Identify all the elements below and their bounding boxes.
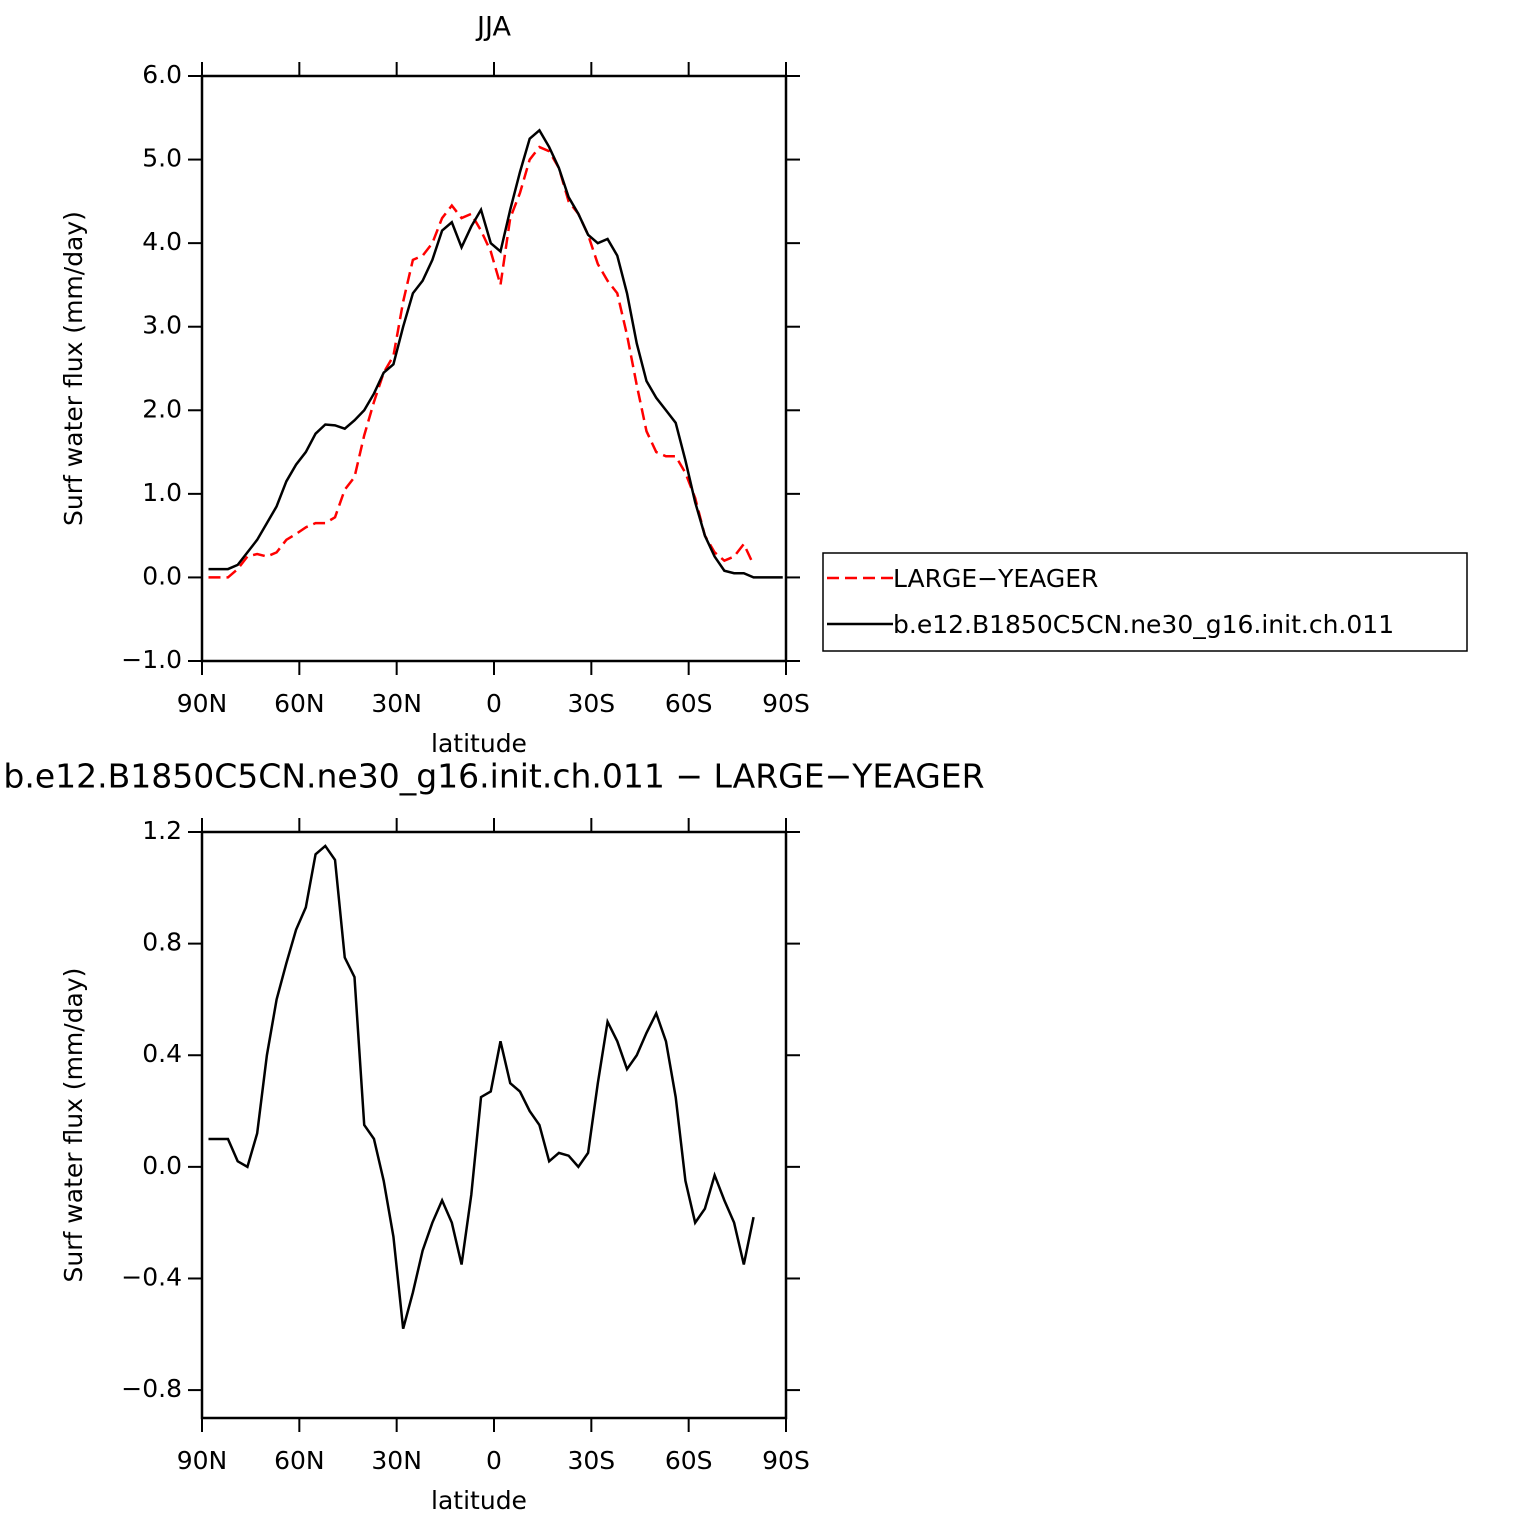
y-tick-label: 2.0 bbox=[142, 394, 182, 423]
y-tick-label: 0.8 bbox=[142, 928, 182, 957]
x-tick-label: 0 bbox=[486, 1446, 502, 1475]
x-tick-label: 60N bbox=[274, 1446, 325, 1475]
x-tick-label: 0 bbox=[486, 689, 502, 718]
series-line bbox=[208, 145, 755, 579]
legend-box bbox=[822, 552, 1468, 652]
legend: LARGE−YEAGER b.e12.B1850C5CN.ne30_g16.ini… bbox=[822, 552, 1468, 652]
series-line bbox=[208, 844, 755, 1330]
chart-title: b.e12.B1850C5CN.ne30_g16.init.ch.011 − L… bbox=[3, 757, 984, 796]
x-tick-label: 30S bbox=[567, 1446, 615, 1475]
x-tick-label: 90S bbox=[762, 689, 810, 718]
y-tick-label: −0.4 bbox=[121, 1262, 182, 1291]
plot-frame bbox=[200, 830, 788, 1420]
y-tick-label: 0.0 bbox=[142, 561, 182, 590]
y-tick-label: 0.4 bbox=[142, 1039, 182, 1068]
y-axis-label: Surf water flux (mm/day) bbox=[59, 968, 88, 1283]
x-tick-label: 60S bbox=[665, 1446, 713, 1475]
x-tick-label: 60S bbox=[665, 689, 713, 718]
y-tick-label: 1.0 bbox=[142, 478, 182, 507]
y-tick-label: −0.8 bbox=[121, 1374, 182, 1403]
x-tick-label: 90N bbox=[177, 1446, 228, 1475]
x-tick-label: 30N bbox=[371, 689, 422, 718]
x-axis-label: latitude bbox=[431, 1486, 527, 1515]
y-axis-label: Surf water flux (mm/day) bbox=[59, 211, 88, 526]
y-tick-label: 6.0 bbox=[142, 60, 182, 89]
y-tick-label: 3.0 bbox=[142, 311, 182, 340]
y-tick-label: 4.0 bbox=[142, 227, 182, 256]
y-tick-label: 0.0 bbox=[142, 1151, 182, 1180]
y-tick-label: −1.0 bbox=[121, 645, 182, 674]
legend-label: LARGE−YEAGER bbox=[893, 564, 1098, 593]
series-line bbox=[208, 128, 783, 579]
x-tick-label: 30S bbox=[567, 689, 615, 718]
x-tick-label: 90N bbox=[177, 689, 228, 718]
legend-label: b.e12.B1850C5CN.ne30_g16.init.ch.011 bbox=[893, 610, 1394, 639]
chart-title: JJA bbox=[475, 12, 511, 43]
x-tick-label: 60N bbox=[274, 689, 325, 718]
y-tick-label: 5.0 bbox=[142, 144, 182, 173]
x-axis-label: latitude bbox=[431, 729, 527, 758]
y-tick-label: 1.2 bbox=[142, 816, 182, 845]
plot-frame bbox=[200, 74, 788, 663]
x-tick-label: 30N bbox=[371, 1446, 422, 1475]
x-tick-label: 90S bbox=[762, 1446, 810, 1475]
